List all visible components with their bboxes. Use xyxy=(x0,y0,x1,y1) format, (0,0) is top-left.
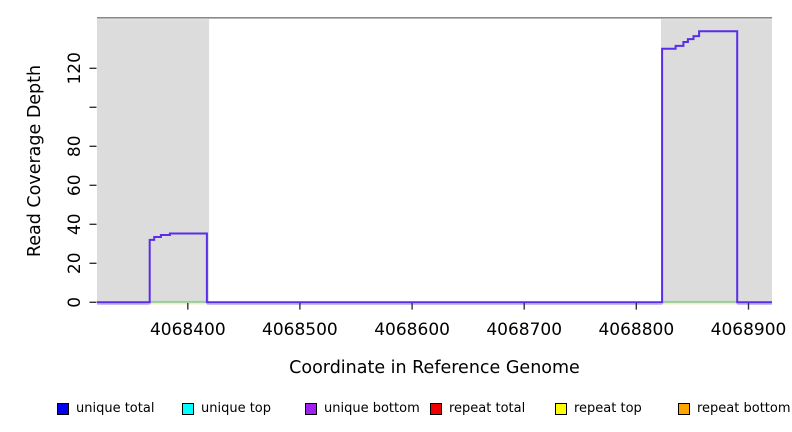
legend-label: unique bottom xyxy=(324,401,420,416)
legend-label: repeat bottom xyxy=(697,401,791,416)
y-tick-label: 80 xyxy=(65,135,85,157)
x-tick-label: 4068500 xyxy=(262,320,338,340)
x-tick-label: 4068600 xyxy=(374,320,450,340)
legend-label: unique top xyxy=(201,401,272,416)
shaded-region xyxy=(661,19,772,304)
legend: unique total unique top unique bottom repea… xyxy=(0,401,792,427)
legend-swatch-icon xyxy=(182,402,194,415)
legend-item-unique-top: unique top xyxy=(182,401,271,416)
x-tick-label: 4068800 xyxy=(598,320,674,340)
x-tick-label: 4068400 xyxy=(150,320,226,340)
legend-label: repeat total xyxy=(449,401,526,416)
legend-swatch-icon xyxy=(305,402,317,415)
legend-swatch-icon xyxy=(57,402,69,415)
coverage-step-line xyxy=(97,30,772,304)
y-tick-label: 20 xyxy=(65,252,85,274)
legend-swatch-icon xyxy=(678,402,690,415)
legend-label: unique total xyxy=(76,401,155,416)
y-axis-title: Read Coverage Depth xyxy=(25,64,45,258)
x-tick-label: 4068900 xyxy=(711,320,787,340)
legend-item-repeat-top: repeat top xyxy=(555,401,642,416)
legend-item-unique-bottom: unique bottom xyxy=(305,401,420,416)
legend-item-repeat-bottom: repeat bottom xyxy=(678,401,791,416)
y-tick-label: 60 xyxy=(65,174,85,196)
y-tick-label: 120 xyxy=(65,52,85,84)
y-tick-label: 40 xyxy=(65,213,85,235)
legend-item-unique-total: unique total xyxy=(57,401,154,416)
legend-swatch-icon xyxy=(555,402,567,415)
x-axis-title: Coordinate in Reference Genome xyxy=(289,358,580,378)
x-tick-label: 4068700 xyxy=(486,320,562,340)
shaded-region xyxy=(97,19,210,304)
legend-swatch-icon xyxy=(430,402,442,415)
legend-label: repeat top xyxy=(574,401,642,416)
legend-item-repeat-total: repeat total xyxy=(430,401,525,416)
y-tick-label: 0 xyxy=(65,297,85,308)
